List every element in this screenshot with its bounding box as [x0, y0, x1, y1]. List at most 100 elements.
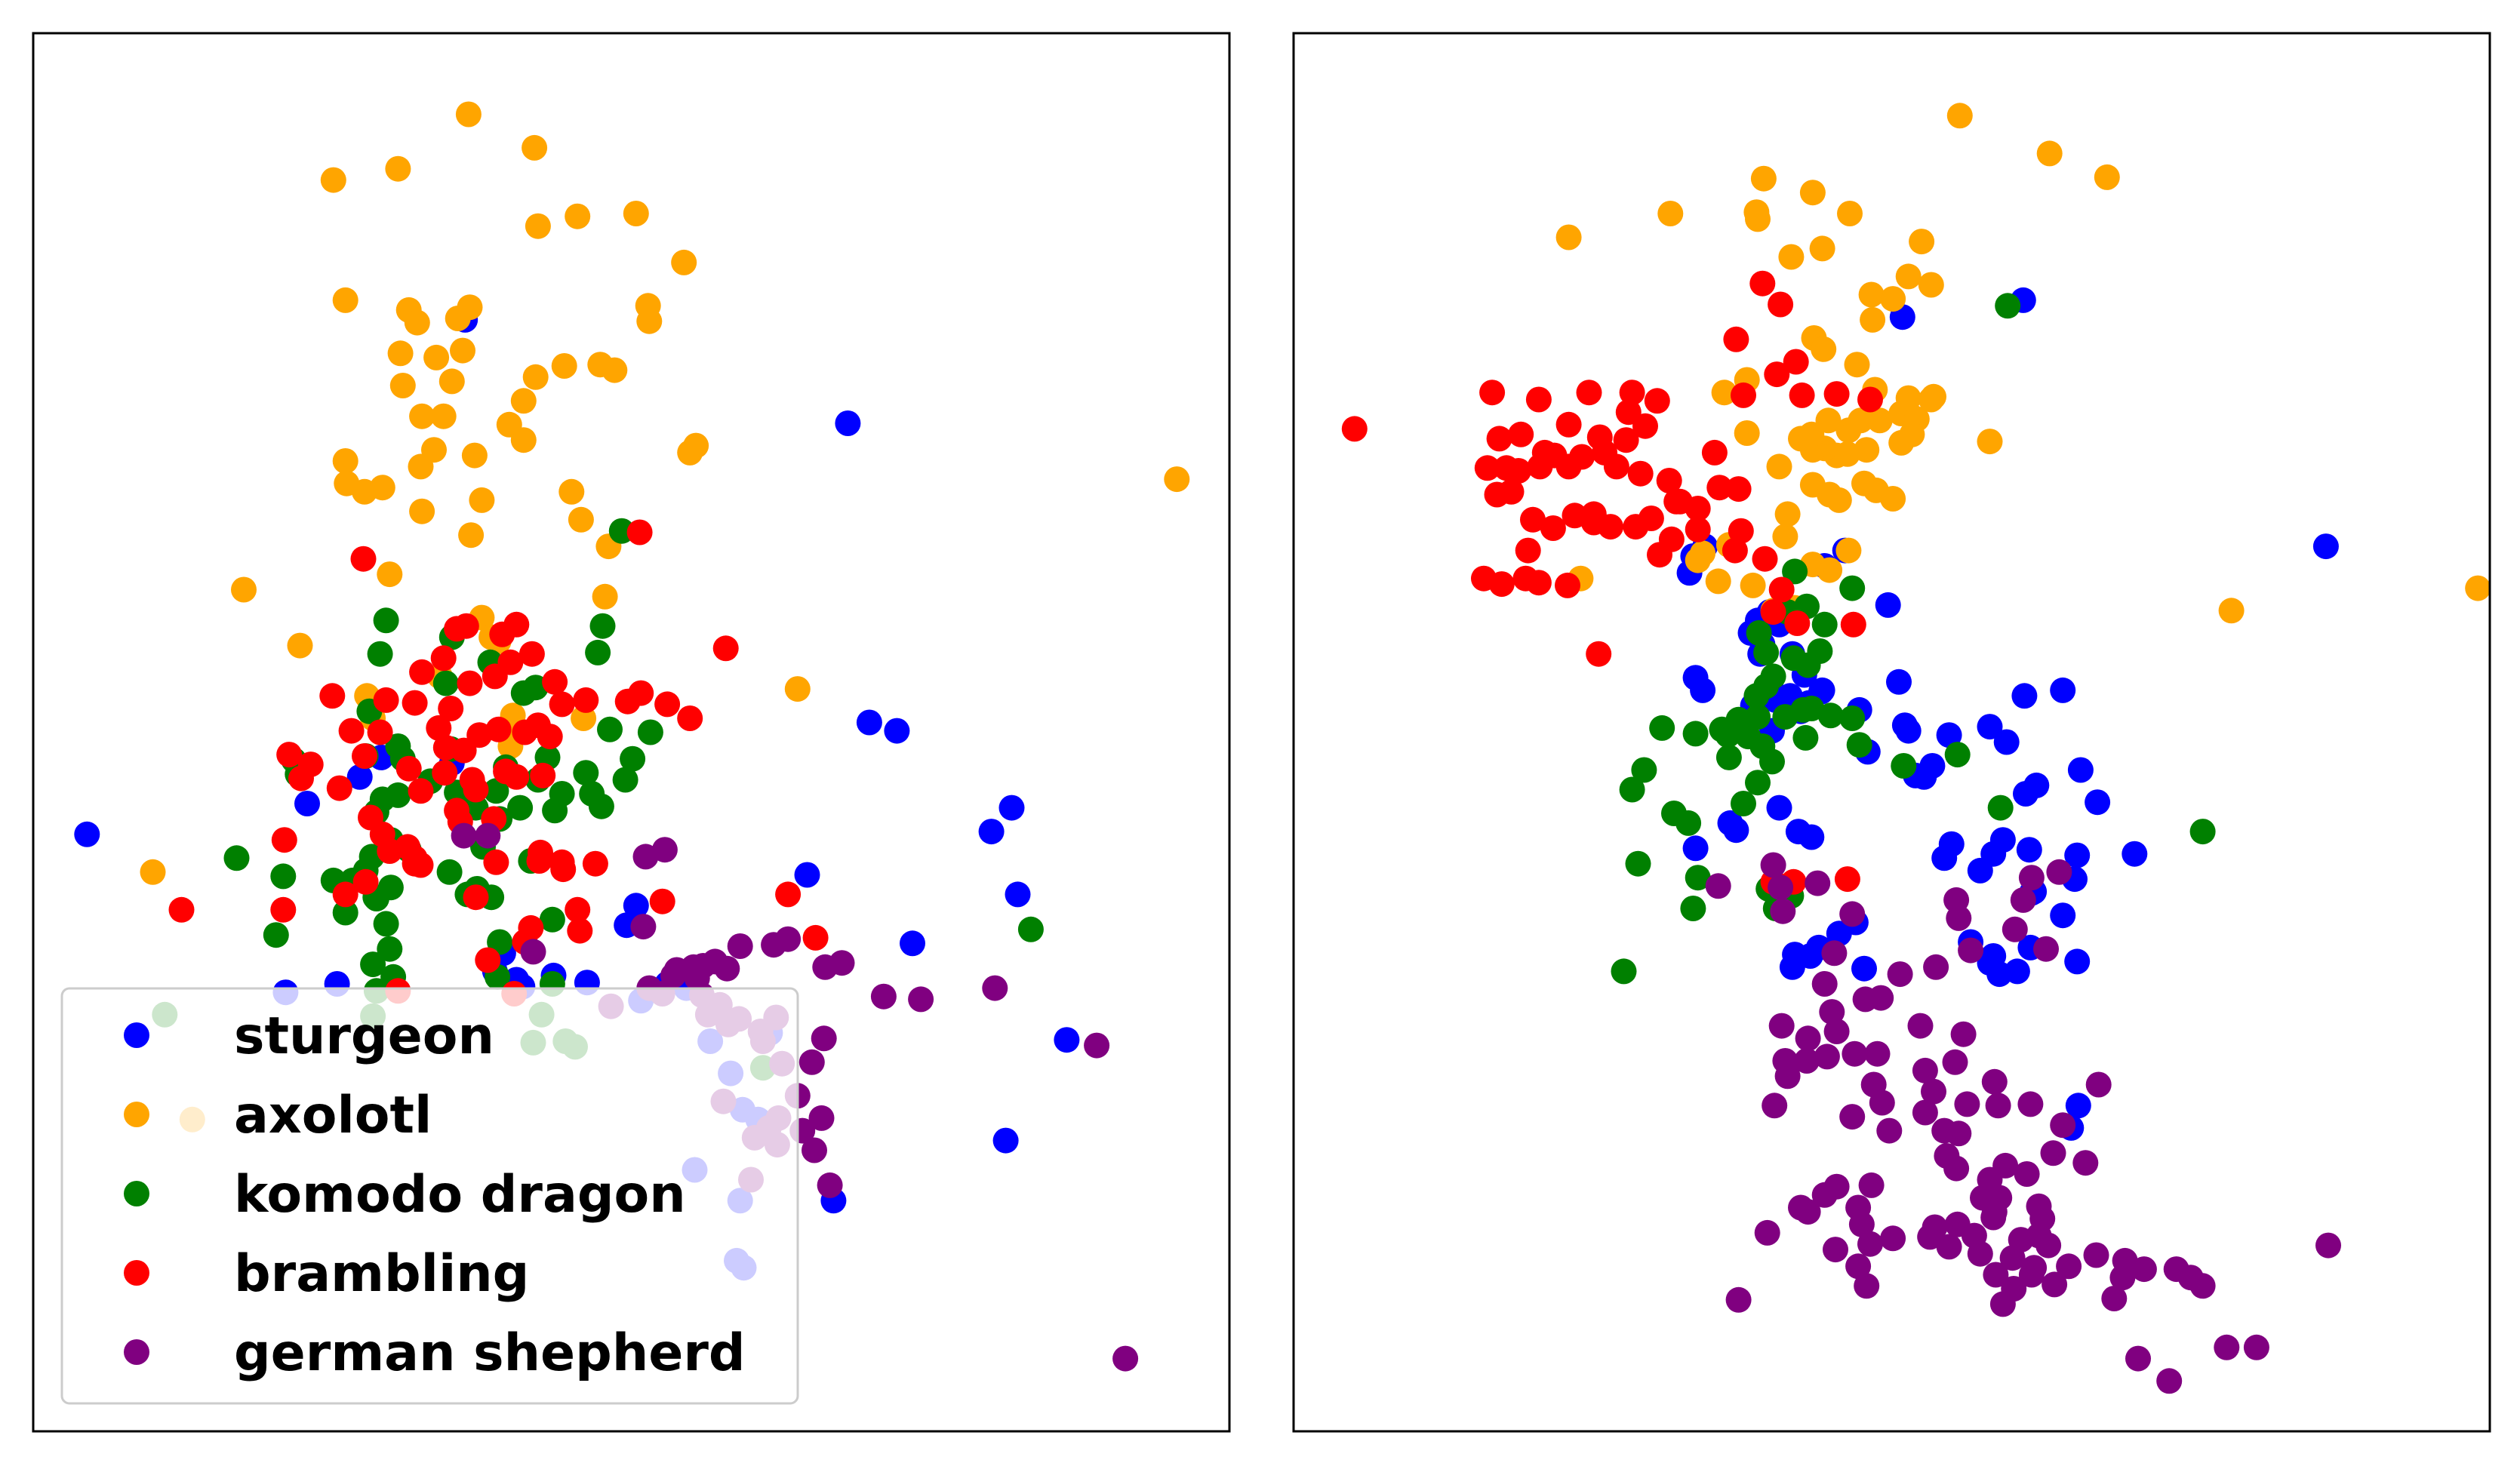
point-brambling	[288, 765, 314, 791]
point-german-shepherd	[727, 933, 753, 959]
point-brambling	[1484, 481, 1510, 508]
point-brambling	[1656, 468, 1682, 493]
point-brambling	[1586, 641, 1612, 667]
point-german-shepherd	[1839, 901, 1866, 927]
point-sturgeon	[2023, 772, 2050, 798]
point-axolotl	[1657, 201, 1684, 226]
point-axolotl	[592, 583, 618, 610]
point-komodo-dragon	[1759, 748, 1785, 775]
point-german-shepherd	[775, 926, 802, 952]
point-german-shepherd	[1992, 1152, 2019, 1179]
point-german-shepherd	[1946, 1120, 1972, 1147]
point-axolotl	[409, 403, 435, 429]
point-brambling	[1764, 361, 1790, 388]
point-axolotl	[1895, 263, 1922, 290]
point-brambling	[463, 776, 489, 803]
point-brambling	[1731, 382, 1756, 408]
point-brambling	[1784, 610, 1811, 636]
point-axolotl	[1858, 281, 1885, 308]
point-komodo-dragon	[589, 613, 616, 639]
point-komodo-dragon	[585, 639, 611, 665]
legend-label-brambling: brambling	[234, 1244, 529, 1304]
point-sturgeon	[623, 893, 649, 919]
point-sturgeon	[2050, 677, 2076, 703]
point-komodo-dragon	[1680, 896, 1706, 921]
point-german-shepherd	[660, 962, 686, 988]
point-brambling	[1685, 516, 1711, 542]
point-german-shepherd	[2033, 936, 2059, 962]
point-brambling	[463, 884, 489, 911]
point-german-shepherd	[798, 1049, 825, 1075]
point-axolotl	[568, 506, 594, 533]
point-axolotl	[1766, 453, 1792, 480]
point-german-shepherd	[1754, 1219, 1780, 1246]
point-brambling	[1341, 416, 1368, 442]
point-komodo-dragon	[1731, 791, 1756, 816]
point-sturgeon	[794, 862, 820, 888]
point-axolotl	[1734, 420, 1760, 446]
point-sturgeon	[1936, 722, 1962, 748]
point-sturgeon	[998, 795, 1025, 821]
point-komodo-dragon	[1017, 916, 1044, 942]
point-brambling	[1479, 380, 1506, 406]
point-brambling	[526, 848, 552, 874]
point-sturgeon	[2122, 841, 2148, 867]
point-brambling	[352, 743, 377, 769]
point-german-shepherd	[1980, 1204, 2007, 1231]
point-axolotl	[1866, 407, 1893, 434]
point-sturgeon	[2011, 683, 2038, 709]
point-brambling	[802, 924, 829, 951]
point-axolotl	[1164, 466, 1190, 493]
point-german-shepherd	[1770, 898, 1796, 924]
point-brambling	[1658, 526, 1685, 552]
point-komodo-dragon	[270, 863, 297, 890]
point-brambling	[1627, 460, 1654, 487]
point-german-shepherd	[520, 939, 546, 965]
point-komodo-dragon	[1891, 753, 1917, 779]
point-axolotl	[525, 213, 551, 239]
point-brambling	[1749, 270, 1776, 297]
point-sturgeon	[1682, 835, 1709, 862]
point-german-shepherd	[1985, 1093, 2011, 1119]
point-german-shepherd	[1795, 1025, 1821, 1052]
point-brambling	[489, 621, 515, 647]
point-komodo-dragon	[1745, 770, 1771, 796]
point-komodo-dragon	[263, 922, 289, 948]
point-brambling	[332, 881, 358, 908]
point-axolotl	[551, 353, 577, 379]
point-german-shepherd	[632, 844, 659, 870]
point-axolotl	[404, 309, 430, 336]
point-german-shepherd	[1907, 1013, 1934, 1039]
point-brambling	[549, 691, 575, 718]
point-brambling	[367, 719, 393, 745]
point-brambling	[1486, 426, 1512, 452]
point-german-shepherd	[1869, 1090, 1895, 1116]
point-german-shepherd	[1725, 1286, 1752, 1313]
point-komodo-dragon	[2189, 819, 2216, 845]
point-german-shepherd	[1942, 1049, 1968, 1075]
point-komodo-dragon	[1987, 795, 2014, 821]
point-german-shepherd	[2040, 1140, 2066, 1166]
point-axolotl	[320, 167, 346, 193]
point-brambling	[1789, 382, 1815, 408]
point-german-shepherd	[2050, 1112, 2076, 1139]
point-brambling	[408, 778, 434, 804]
point-komodo-dragon	[1753, 639, 1780, 665]
point-german-shepherd	[1864, 1040, 1891, 1067]
legend-label-sturgeon: sturgeon	[234, 1007, 494, 1066]
point-german-shepherd	[1839, 1104, 1866, 1130]
point-brambling	[444, 616, 470, 642]
point-german-shepherd	[1819, 999, 1845, 1025]
point-sturgeon	[1766, 795, 1792, 821]
point-axolotl	[455, 101, 482, 128]
point-axolotl	[1854, 437, 1880, 463]
point-sturgeon	[992, 1127, 1019, 1154]
point-axolotl	[1860, 306, 1886, 333]
legend-entries: sturgeon axolotl komodo dragon brambling ger…	[124, 1007, 746, 1383]
point-german-shepherd	[2026, 1193, 2052, 1219]
point-axolotl	[1711, 380, 1737, 406]
point-sturgeon	[1054, 1027, 1080, 1053]
point-brambling	[626, 519, 653, 546]
point-komodo-dragon	[1795, 652, 1821, 678]
point-axolotl	[1918, 386, 1944, 413]
